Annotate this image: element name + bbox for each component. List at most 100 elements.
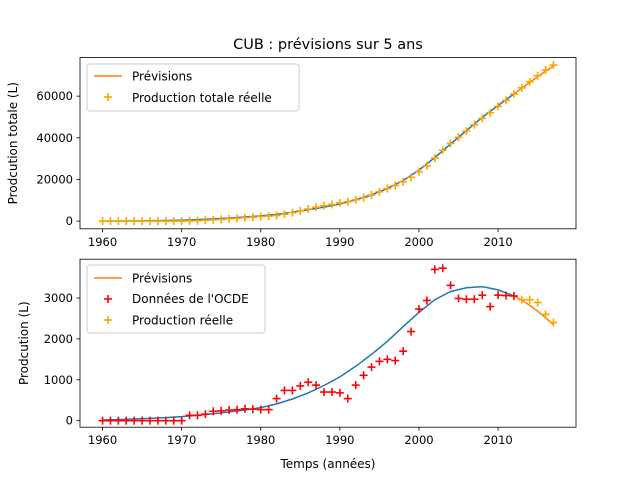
bottom-data-point bbox=[153, 416, 162, 425]
bottom-data-point bbox=[446, 281, 455, 290]
bottom-data-point bbox=[407, 327, 416, 336]
bottom-data-point bbox=[391, 356, 400, 365]
top-data-point bbox=[146, 217, 155, 226]
bottom-data-point bbox=[193, 411, 202, 420]
bottom-data-point bbox=[169, 416, 178, 425]
bottom-legend-real-swatch bbox=[104, 316, 112, 324]
bottom-legend-forecast-label: Prévisions bbox=[132, 272, 192, 286]
bottom-data-point bbox=[264, 405, 273, 414]
bottom-legend-oecd-swatch bbox=[104, 295, 112, 303]
bottom-y-tick-label: 0 bbox=[66, 414, 73, 428]
bottom-data-point bbox=[509, 291, 518, 300]
top-data-point bbox=[217, 215, 226, 224]
top-data-point bbox=[407, 173, 416, 182]
bottom-data-point bbox=[549, 318, 558, 327]
top-data-point bbox=[106, 217, 115, 226]
top-data-point bbox=[446, 139, 455, 148]
bottom-x-tick-label: 1990 bbox=[325, 433, 354, 447]
top-plot-frame bbox=[79, 57, 577, 230]
bottom-data-point bbox=[304, 378, 313, 387]
top-data-point bbox=[359, 193, 368, 202]
bottom-markers-group bbox=[98, 264, 558, 425]
top-data-point bbox=[399, 177, 408, 186]
bottom-data-point bbox=[414, 305, 423, 314]
bottom-legend-oecd-label: Données de l'OCDE bbox=[132, 292, 249, 306]
top-data-point bbox=[296, 206, 305, 215]
bottom-data-point bbox=[122, 416, 131, 425]
top-data-point bbox=[501, 96, 510, 105]
top-data-point bbox=[414, 167, 423, 176]
top-data-point bbox=[169, 217, 178, 226]
top-data-point bbox=[240, 213, 249, 222]
top-markers-group bbox=[98, 61, 558, 226]
bottom-x-axis-label: Temps (années) bbox=[280, 457, 376, 471]
top-data-point bbox=[351, 195, 360, 204]
bottom-data-point bbox=[272, 394, 281, 403]
top-data-point bbox=[122, 217, 131, 226]
top-chart: 1960 1970 1980 1990 2000 2010 0 20000 40000 6000… bbox=[6, 57, 577, 249]
bottom-data-point bbox=[399, 347, 408, 356]
bottom-data-point bbox=[185, 411, 194, 420]
top-data-point bbox=[201, 216, 210, 225]
bottom-data-point bbox=[343, 394, 352, 403]
top-data-point bbox=[541, 66, 550, 75]
bottom-data-point bbox=[462, 295, 471, 304]
top-legend-real-label: Production totale réelle bbox=[132, 91, 272, 105]
bottom-data-point bbox=[225, 406, 234, 415]
top-data-point bbox=[233, 214, 242, 223]
bottom-chart: 1960 1970 1980 1990 2000 2010 0 1000 2000 3000 P… bbox=[17, 258, 577, 471]
top-data-point bbox=[454, 133, 463, 142]
top-data-point bbox=[327, 200, 336, 209]
legend-plus-marker bbox=[104, 93, 112, 101]
top-x-ticks: 1960 1970 1980 1990 2000 2010 bbox=[88, 228, 513, 249]
bottom-y-tick-label: 3000 bbox=[44, 291, 73, 305]
top-data-point bbox=[383, 184, 392, 193]
top-data-point bbox=[312, 203, 321, 212]
bottom-data-point bbox=[296, 381, 305, 390]
bottom-x-tick-label: 2000 bbox=[404, 433, 433, 447]
top-y-tick-label: 40000 bbox=[36, 131, 73, 145]
top-data-point bbox=[225, 214, 234, 223]
top-x-tick-label: 2000 bbox=[404, 235, 433, 249]
top-data-point bbox=[343, 197, 352, 206]
top-data-point bbox=[367, 191, 376, 200]
bottom-data-point bbox=[478, 291, 487, 300]
bottom-data-point bbox=[327, 388, 336, 397]
chart-title: CUB : prévisions sur 5 ans bbox=[233, 37, 423, 53]
top-data-point bbox=[114, 217, 123, 226]
bottom-x-tick-label: 1980 bbox=[246, 433, 275, 447]
bottom-x-tick-label: 1970 bbox=[167, 433, 196, 447]
bottom-legend-real-label: Production réelle bbox=[132, 314, 233, 328]
top-data-point bbox=[161, 217, 170, 226]
top-data-point bbox=[209, 215, 218, 224]
bottom-data-point bbox=[161, 416, 170, 425]
top-data-point bbox=[462, 127, 471, 136]
top-data-point bbox=[391, 181, 400, 190]
bottom-data-point bbox=[217, 406, 226, 415]
bottom-data-point bbox=[422, 296, 431, 305]
bottom-data-point bbox=[359, 371, 368, 380]
bottom-plot-frame bbox=[79, 258, 577, 428]
bottom-data-point bbox=[430, 265, 439, 274]
bottom-legend: Prévisions Données de l'OCDE Production … bbox=[86, 264, 266, 334]
top-legend: Prévisions Production totale réelle bbox=[86, 63, 300, 112]
bottom-data-point bbox=[383, 355, 392, 364]
top-data-point bbox=[422, 161, 431, 170]
bottom-data-point bbox=[177, 416, 186, 425]
top-data-point bbox=[525, 77, 534, 86]
top-data-point bbox=[494, 102, 503, 111]
bottom-data-point bbox=[517, 295, 526, 304]
top-y-tick-label: 60000 bbox=[36, 89, 73, 103]
bottom-x-tick-label: 2010 bbox=[483, 433, 512, 447]
top-data-point bbox=[98, 217, 107, 226]
bottom-data-point bbox=[248, 405, 257, 414]
top-data-point bbox=[320, 201, 329, 210]
top-data-point bbox=[272, 211, 281, 220]
bottom-data-point bbox=[335, 388, 344, 397]
bottom-data-point bbox=[98, 416, 107, 425]
top-data-point bbox=[335, 198, 344, 207]
bottom-data-point bbox=[240, 404, 249, 413]
top-data-point bbox=[280, 210, 289, 219]
bottom-y-tick-label: 2000 bbox=[44, 332, 73, 346]
bottom-data-point bbox=[533, 298, 542, 307]
